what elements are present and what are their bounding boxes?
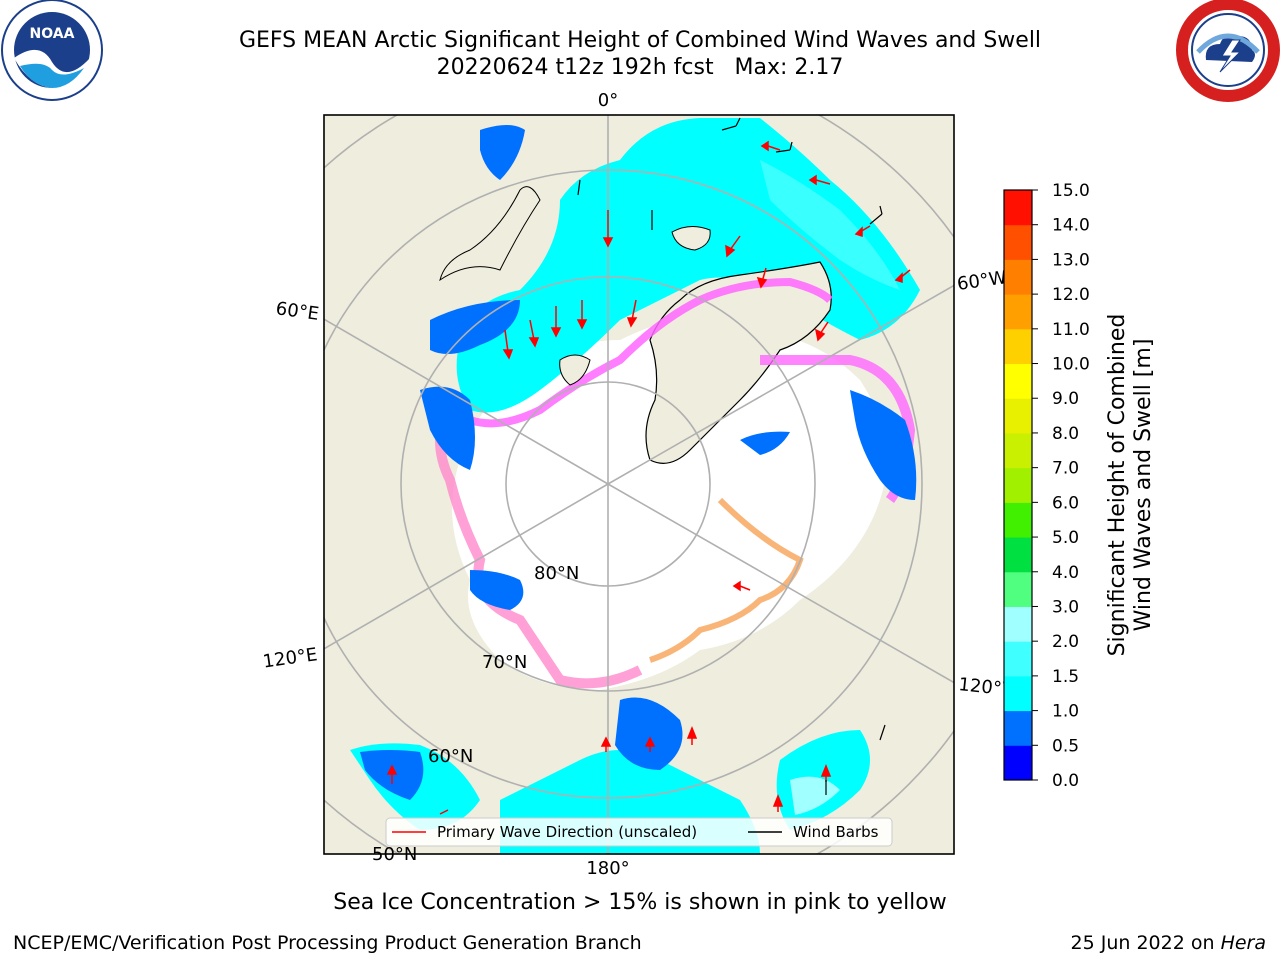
- colorbar-segment: [1004, 675, 1032, 712]
- kara-sea-waves: [420, 386, 475, 470]
- wave-direction-arrows: [386, 140, 911, 815]
- colorbar-segment: [1004, 259, 1032, 295]
- colorbar-tick-label: 5.0: [1052, 528, 1079, 548]
- colorbar-segment: [1004, 537, 1032, 573]
- lat-label-70: 70°N: [482, 652, 527, 673]
- lon-label-60e: 60°E: [274, 298, 320, 325]
- nws-logo: [1176, 0, 1280, 102]
- baffin-bay-waves: [850, 390, 917, 500]
- colorbar-tick-label: 8.0: [1052, 424, 1079, 444]
- colorbar-tick-label: 0.0: [1052, 771, 1079, 791]
- sea-ice-note: Sea Ice Concentration > 15% is shown in …: [333, 890, 947, 915]
- wind-barbs: [577, 117, 886, 795]
- colorbar-tick-label: 2.0: [1052, 632, 1079, 652]
- colorbar-tick-label: 3.0: [1052, 597, 1079, 617]
- colorbar-segment: [1004, 363, 1032, 399]
- noaa-logo-text: NOAA: [30, 26, 75, 42]
- map-legend: Primary Wave Direction (unscaled) Wind B…: [385, 817, 893, 847]
- gulf-alaska-light: [790, 776, 840, 815]
- svalbard-land: [559, 354, 591, 386]
- laptev-sea-waves: [470, 570, 524, 610]
- colorbar-segment: [1004, 432, 1032, 469]
- iceland-land: [671, 226, 711, 251]
- colorbar-tick-label: 1.0: [1052, 702, 1079, 722]
- meridian-120e: [324, 483, 609, 650]
- colorbar-segment: [1004, 710, 1032, 746]
- lon-label-0: 0°: [598, 90, 618, 111]
- map-subtitle: 20220624 t12z 192h fcst Max: 2.17: [436, 55, 844, 80]
- colorbar-tick-label: 7.0: [1052, 459, 1079, 479]
- colorbar-tick-label: 13.0: [1052, 250, 1090, 270]
- run-date-text: 25 Jun 2022 on: [1070, 932, 1221, 954]
- colorbar-segment: [1004, 328, 1032, 365]
- colorbar-segment: [1004, 571, 1032, 607]
- colorbar-segment: [1004, 606, 1032, 642]
- colorbar-tick-label: 15.0: [1052, 181, 1090, 201]
- colorbar-segment: [1004, 502, 1032, 538]
- lon-label-120e: 120°E: [262, 644, 319, 672]
- bering-blue: [615, 697, 683, 770]
- legend-label-wind: Wind Barbs: [793, 823, 879, 841]
- colorbar-tick-label: 1.5: [1052, 667, 1079, 687]
- greenland-land: [645, 261, 832, 464]
- colorbar-tick-label: 14.0: [1052, 216, 1090, 236]
- lon-label-60w: 60°W: [956, 267, 1008, 295]
- credit-text: NCEP/EMC/Verification Post Processing Pr…: [13, 932, 642, 954]
- lon-label-180: 180°: [586, 858, 629, 879]
- colorbar-tick-label: 11.0: [1052, 320, 1090, 340]
- colorbar-segment: [1004, 398, 1032, 434]
- meridian-60w: [607, 284, 954, 485]
- colorbar-segment: [1004, 745, 1032, 781]
- scandinavia-land: [439, 186, 541, 282]
- noaa-logo: NOAA: [1, 0, 103, 101]
- colorbar-segment: [1004, 467, 1032, 503]
- colorbar-tick-label: 9.0: [1052, 389, 1079, 409]
- colorbar-frame: [1003, 189, 1033, 781]
- colorbar-segment: [1004, 190, 1032, 226]
- map-title: GEFS MEAN Arctic Significant Height of C…: [238, 28, 1042, 53]
- colorbar-tick-label: 4.0: [1052, 563, 1079, 583]
- meridian-60e: [324, 318, 609, 485]
- colorbar-label-line2: Wind Waves and Swell [m]: [1131, 339, 1156, 632]
- greenland-sea-light: [760, 160, 900, 290]
- colorbar-tick-label: 6.0: [1052, 493, 1079, 513]
- lat-label-50: 50°N: [372, 844, 417, 865]
- run-date: 25 Jun 2022 on Hera: [1071, 932, 1266, 954]
- legend-label-wave: Primary Wave Direction (unscaled): [437, 823, 697, 841]
- graticule: [324, 115, 954, 854]
- lat-label-60: 60°N: [428, 746, 473, 767]
- colorbar-segment: [1004, 641, 1032, 677]
- colorbar: 0.0 0.5 1.0 1.5 2.0 3.0 4.0 5.0 6.0 7.0 8.0 9.0 10.0…: [1003, 181, 1090, 791]
- colorbar-tick-label: 12.0: [1052, 285, 1090, 305]
- baltic-waves: [480, 125, 525, 180]
- colorbar-segment: [1004, 224, 1032, 260]
- map-frame: [323, 114, 955, 855]
- lat-label-80: 80°N: [534, 563, 579, 584]
- colorbar-segment: [1004, 294, 1032, 330]
- machine-name: Hera: [1220, 932, 1266, 954]
- meridian-120w: [607, 483, 954, 684]
- colorbar-label-line1: Significant Height of Combined: [1105, 314, 1130, 657]
- sea-ice-fringe-beaufort: [649, 497, 804, 663]
- colorbar-tick-label: 10.0: [1052, 355, 1090, 375]
- arctic-ice-region: [452, 317, 887, 690]
- hudson-strait-waves: [740, 431, 790, 455]
- barents-blue-edge: [430, 300, 520, 354]
- colorbar-tick-label: 0.5: [1052, 736, 1079, 756]
